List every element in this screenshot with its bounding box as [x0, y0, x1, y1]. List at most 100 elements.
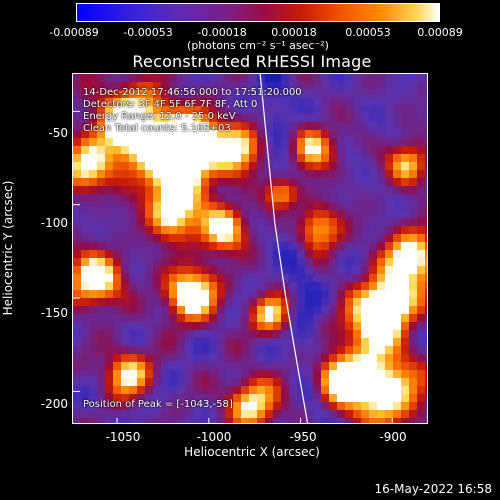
heatmap-cell	[385, 346, 394, 355]
heatmap-cell	[217, 170, 226, 179]
heatmap-cell	[113, 258, 122, 267]
heatmap-cell	[97, 322, 106, 331]
heatmap-cell	[73, 146, 82, 155]
heatmap-cell	[193, 234, 202, 243]
heatmap-cell	[81, 354, 90, 363]
heatmap-cell	[337, 322, 346, 331]
heatmap-cell	[361, 218, 370, 227]
heatmap-cell	[353, 138, 362, 147]
heatmap-cell	[353, 274, 362, 283]
heatmap-cell	[273, 418, 282, 423]
heatmap-cell	[345, 114, 354, 123]
heatmap-cell	[177, 250, 186, 259]
heatmap-cell	[209, 386, 218, 395]
heatmap-cell	[201, 138, 210, 147]
heatmap-cell	[369, 362, 378, 371]
heatmap-cell	[121, 122, 130, 131]
heatmap-cell	[377, 186, 386, 195]
heatmap-cell	[281, 322, 290, 331]
heatmap-cell	[289, 394, 298, 403]
heatmap-cell	[233, 130, 242, 139]
heatmap-cell	[265, 282, 274, 291]
heatmap-cell	[161, 338, 170, 347]
heatmap-cell	[97, 74, 106, 83]
colorbar-tick-label-2: -0.00053	[123, 26, 173, 39]
x-axis-label: Heliocentric X (arcsec)	[184, 445, 320, 459]
heatmap-cell	[257, 130, 266, 139]
heatmap-cell	[81, 314, 90, 323]
heatmap-cell	[393, 210, 402, 219]
heatmap-cell	[345, 402, 354, 411]
heatmap-cell	[121, 82, 130, 91]
heatmap-cell	[145, 74, 154, 83]
heatmap-cell	[393, 274, 402, 283]
heatmap-cell	[185, 178, 194, 187]
y-tick-label-1: -50	[48, 126, 68, 140]
heatmap-cell	[73, 74, 82, 83]
heatmap-cell	[113, 314, 122, 323]
heatmap-cell	[417, 226, 426, 235]
heatmap-cell	[201, 354, 210, 363]
heatmap-cell	[273, 314, 282, 323]
heatmap-cell	[201, 90, 210, 99]
heatmap-cell	[369, 314, 378, 323]
heatmap-cell	[393, 298, 402, 307]
heatmap-cell	[121, 338, 130, 347]
heatmap-cell	[265, 418, 274, 423]
heatmap-cell	[297, 322, 306, 331]
heatmap-cell	[81, 138, 90, 147]
heatmap-cell	[193, 90, 202, 99]
heatmap-cell	[329, 282, 338, 291]
heatmap-cell	[241, 146, 250, 155]
heatmap-cell	[89, 226, 98, 235]
heatmap-cell	[425, 354, 427, 363]
heatmap-cell	[225, 418, 234, 423]
heatmap-cell	[81, 226, 90, 235]
heatmap-cell	[217, 362, 226, 371]
heatmap-cell	[401, 90, 410, 99]
heatmap-cell	[401, 330, 410, 339]
heatmap-cell	[233, 266, 242, 275]
heatmap-cell	[369, 194, 378, 203]
heatmap-cell	[313, 266, 322, 275]
heatmap-cell	[385, 274, 394, 283]
heatmap-cell	[209, 378, 218, 387]
heatmap-cell	[153, 234, 162, 243]
heatmap-cell	[265, 306, 274, 315]
heatmap-cell	[161, 154, 170, 163]
heatmap-cell	[401, 226, 410, 235]
heatmap-cell	[73, 346, 82, 355]
heatmap-cell	[129, 410, 138, 419]
heatmap-cell	[329, 290, 338, 299]
heatmap-cell	[89, 322, 98, 331]
heatmap-cell	[361, 378, 370, 387]
heatmap-cell	[393, 194, 402, 203]
heatmap-cell	[289, 402, 298, 411]
heatmap-cell	[289, 178, 298, 187]
heatmap-cell	[265, 226, 274, 235]
heatmap-cell	[201, 74, 210, 83]
heatmap-cell	[209, 218, 218, 227]
heatmap-cell	[353, 306, 362, 315]
heatmap-cell	[329, 418, 338, 423]
heatmap-cell	[337, 138, 346, 147]
heatmap-cell	[161, 242, 170, 251]
heatmap-cell	[313, 418, 322, 423]
heatmap-cell	[281, 242, 290, 251]
heatmap-cell	[121, 346, 130, 355]
heatmap-cell	[305, 314, 314, 323]
heatmap-cell	[353, 370, 362, 379]
heatmap-cell	[225, 162, 234, 171]
heatmap-cell	[73, 338, 82, 347]
heatmap-cell	[353, 226, 362, 235]
heatmap-cell	[105, 290, 114, 299]
heatmap-cell	[377, 90, 386, 99]
heatmap-cell	[105, 274, 114, 283]
heatmap-cell	[241, 202, 250, 211]
heatmap-cell	[305, 162, 314, 171]
heatmap-cell	[201, 98, 210, 107]
heatmap-cell	[241, 130, 250, 139]
heatmap-cell	[81, 162, 90, 171]
heatmap-cell	[345, 218, 354, 227]
heatmap-cell	[177, 234, 186, 243]
